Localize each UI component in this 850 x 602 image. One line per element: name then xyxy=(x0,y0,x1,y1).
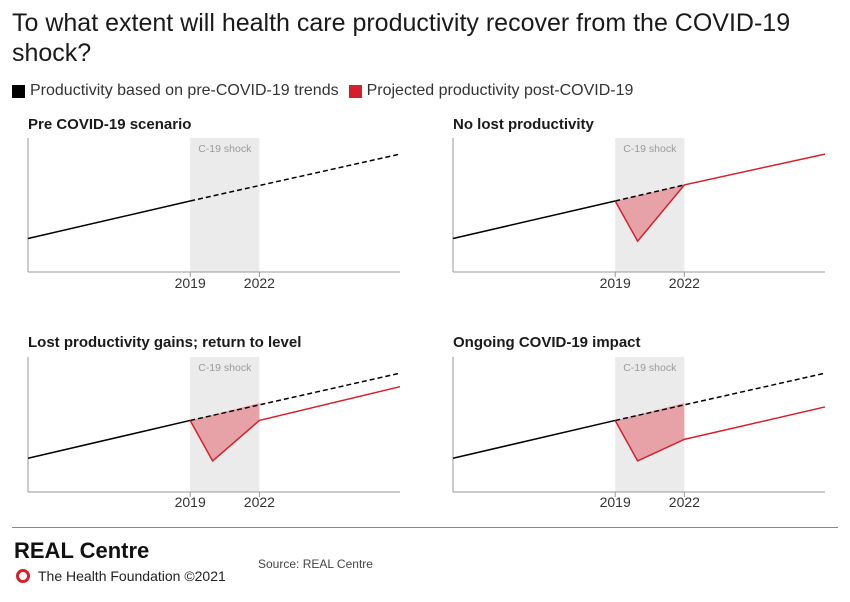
legend-label-trend: Productivity based on pre-COVID-19 trend… xyxy=(30,82,339,99)
projected-line xyxy=(614,153,826,243)
panel-no-lost-productivity: C-19 shock No lost productivity 2019 2022 xyxy=(452,116,826,291)
productivity-loss-area xyxy=(190,402,260,461)
x-tick-label-2022: 2022 xyxy=(669,494,700,510)
source-note: Source: REAL Centre xyxy=(258,557,373,571)
footer-divider xyxy=(12,527,838,528)
x-tick-label-2019: 2019 xyxy=(175,494,206,510)
legend-swatch-projected xyxy=(348,84,362,98)
shock-label: C-19 shock xyxy=(198,143,252,155)
org-name: The Health Foundation ©2021 xyxy=(38,568,226,584)
org-line: The Health Foundation ©2021 xyxy=(16,568,226,584)
productivity-loss-area xyxy=(615,184,685,242)
projected-line xyxy=(614,406,826,462)
trend-line-dashed xyxy=(190,153,401,202)
shock-label: C-19 shock xyxy=(198,362,252,374)
trend-line-dashed xyxy=(615,372,826,422)
trend-line xyxy=(27,200,191,240)
panel-title: No lost productivity xyxy=(453,116,594,133)
trend-line xyxy=(452,419,616,459)
shock-label: C-19 shock xyxy=(623,143,677,155)
legend-label-projected: Projected productivity post-COVID-19 xyxy=(366,82,634,99)
legend-item-projected: Projected productivity post-COVID-19 xyxy=(348,82,634,100)
x-tick-label-2019: 2019 xyxy=(600,275,631,291)
panel-title: Ongoing COVID-19 impact xyxy=(453,334,641,351)
panel-ongoing-covid-19-impact: C-19 shock Ongoing COVID-19 impact 2019 202… xyxy=(452,334,826,510)
panel-title: Lost productivity gains; return to level xyxy=(28,334,301,351)
x-tick-label-2022: 2022 xyxy=(244,494,275,510)
brand-name: REAL Centre xyxy=(14,538,150,563)
x-tick-label-2019: 2019 xyxy=(175,275,206,291)
shock-band xyxy=(190,138,260,272)
legend: Productivity based on pre-COVID-19 trend… xyxy=(12,82,643,100)
trend-line xyxy=(452,200,616,240)
projected-line xyxy=(189,385,401,463)
chart-title: To what extent will health care producti… xyxy=(12,9,791,67)
productivity-loss-area xyxy=(615,402,685,461)
shock-label: C-19 shock xyxy=(623,362,677,374)
trend-line xyxy=(27,419,191,459)
panel-title: Pre COVID-19 scenario xyxy=(28,116,191,133)
health-foundation-logo-icon xyxy=(16,569,30,583)
trend-line-dashed xyxy=(190,372,401,422)
panel-lost-productivity-gains-return-to-level: C-19 shock Lost productivity gains; retur… xyxy=(27,334,401,510)
panel-pre-covid-19-scenario: C-19 shock Pre COVID-19 scenario 2019 2022 xyxy=(27,116,401,291)
x-tick-label-2022: 2022 xyxy=(669,275,700,291)
legend-item-trend: Productivity based on pre-COVID-19 trend… xyxy=(12,82,339,100)
trend-line-dashed xyxy=(615,184,685,202)
x-tick-label-2022: 2022 xyxy=(244,275,275,291)
legend-swatch-trend xyxy=(12,84,25,98)
x-tick-label-2019: 2019 xyxy=(600,494,631,510)
